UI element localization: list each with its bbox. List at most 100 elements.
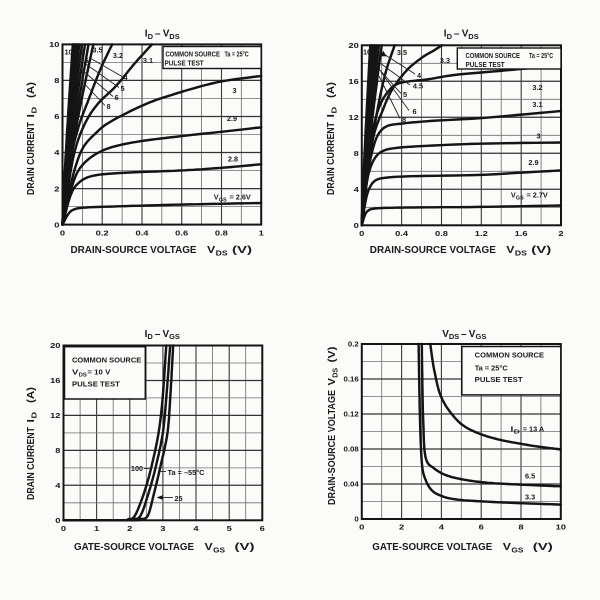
svg-text:(A): (A) (326, 82, 337, 98)
svg-text:PULSE TEST: PULSE TEST (466, 60, 506, 69)
svg-text:3.2: 3.2 (113, 51, 123, 60)
svg-text:4: 4 (193, 524, 199, 533)
svg-text:V: V (327, 378, 338, 386)
svg-text:I: I (26, 114, 37, 118)
svg-text:2: 2 (399, 523, 404, 532)
svg-text:(V): (V) (235, 541, 255, 553)
svg-text:–: – (155, 329, 161, 340)
svg-text:0.2: 0.2 (348, 340, 359, 349)
svg-text:3: 3 (536, 132, 540, 141)
svg-text:GATE-SOURCE VOLTAGE: GATE-SOURCE VOLTAGE (372, 541, 492, 553)
svg-text:(V): (V) (531, 244, 551, 256)
svg-text:10: 10 (556, 523, 566, 532)
svg-text:20: 20 (50, 341, 60, 350)
svg-text:8: 8 (354, 149, 359, 158)
svg-text:0.16: 0.16 (344, 375, 359, 384)
svg-text:4: 4 (417, 71, 422, 80)
svg-text:2: 2 (558, 229, 563, 238)
svg-text:V: V (207, 244, 215, 256)
svg-text:12: 12 (348, 113, 358, 122)
svg-text:V: V (511, 191, 516, 200)
svg-text:100: 100 (131, 464, 143, 473)
svg-text:2: 2 (127, 524, 132, 533)
svg-text:(A): (A) (26, 387, 37, 403)
svg-text:8: 8 (106, 102, 110, 111)
svg-text:GS: GS (169, 332, 180, 341)
svg-text:DS: DS (169, 32, 179, 41)
svg-text:D: D (514, 429, 520, 435)
svg-text:DRAIN CURRENT: DRAIN CURRENT (26, 427, 37, 500)
svg-text:0.04: 0.04 (344, 480, 360, 489)
svg-text:1: 1 (94, 524, 99, 533)
svg-text:V: V (469, 329, 476, 340)
svg-text:PULSE TEST: PULSE TEST (475, 375, 523, 384)
svg-text:I: I (511, 425, 514, 434)
svg-text:I: I (26, 419, 37, 423)
svg-text:8: 8 (518, 523, 523, 532)
svg-text:6: 6 (260, 524, 265, 533)
svg-text:PULSE TEST: PULSE TEST (165, 59, 205, 68)
svg-text:(V): (V) (533, 541, 553, 553)
svg-text:3.5: 3.5 (92, 46, 102, 55)
svg-text:0.8: 0.8 (215, 228, 228, 237)
svg-text:5: 5 (403, 90, 407, 99)
svg-text:DS: DS (216, 248, 228, 257)
svg-text:25: 25 (175, 494, 183, 503)
svg-text:0.4: 0.4 (395, 229, 409, 238)
svg-text:PULSE TEST: PULSE TEST (72, 380, 120, 389)
svg-text:I: I (145, 29, 148, 40)
svg-text:V: V (462, 29, 469, 40)
svg-text:6: 6 (54, 112, 59, 121)
svg-text:COMMON SOURCE: COMMON SOURCE (466, 51, 521, 60)
svg-text:3.5: 3.5 (397, 48, 407, 57)
svg-text:10: 10 (64, 48, 72, 57)
svg-text:(V): (V) (232, 244, 252, 256)
svg-text:10: 10 (49, 40, 59, 49)
svg-text:3.3: 3.3 (440, 56, 450, 65)
svg-text:8: 8 (54, 76, 59, 85)
svg-text:0: 0 (60, 228, 65, 237)
svg-text:GS: GS (516, 195, 524, 201)
svg-text:1.6: 1.6 (515, 229, 528, 238)
svg-text:6: 6 (114, 93, 118, 102)
svg-text:GS: GS (511, 545, 523, 554)
svg-text:0: 0 (61, 524, 66, 533)
svg-text:DS: DS (468, 32, 478, 41)
svg-text:–: – (155, 29, 161, 40)
svg-text:GS: GS (213, 545, 225, 554)
svg-text:16: 16 (50, 376, 60, 385)
svg-text:DS: DS (515, 248, 527, 257)
svg-text:16: 16 (348, 77, 358, 86)
svg-text:V: V (163, 329, 170, 340)
svg-text:DRAIN CURRENT: DRAIN CURRENT (26, 122, 37, 195)
svg-text:Ta = –55°C: Ta = –55°C (168, 468, 206, 477)
svg-text:0.08: 0.08 (344, 445, 359, 454)
svg-text:COMMON SOURCE: COMMON SOURCE (475, 351, 544, 360)
svg-text:GS: GS (219, 197, 227, 203)
svg-text:D: D (148, 32, 154, 41)
svg-text:–: – (454, 29, 460, 40)
svg-text:V: V (506, 244, 514, 256)
svg-text:3.3: 3.3 (525, 493, 535, 502)
svg-text:D: D (329, 106, 338, 113)
svg-text:D: D (29, 411, 38, 418)
svg-text:4.5: 4.5 (413, 82, 423, 91)
svg-text:3.1: 3.1 (532, 100, 542, 109)
svg-text:1.2: 1.2 (475, 229, 488, 238)
svg-text:5: 5 (227, 524, 232, 533)
svg-text:0.2: 0.2 (96, 228, 109, 237)
svg-text:8: 8 (55, 446, 60, 455)
svg-text:DRAIN-SOURCE VOLTAGE: DRAIN-SOURCE VOLTAGE (71, 244, 197, 256)
svg-text:= 13 A: = 13 A (523, 425, 545, 434)
svg-text:20: 20 (348, 41, 358, 50)
svg-text:0.4: 0.4 (136, 228, 150, 237)
svg-text:I: I (145, 329, 148, 340)
svg-text:DS: DS (330, 368, 339, 378)
svg-text:0: 0 (354, 515, 358, 524)
svg-text:DRAIN-SOURCE VOLTAGE: DRAIN-SOURCE VOLTAGE (327, 390, 338, 505)
svg-text:= 10 V: = 10 V (87, 368, 110, 377)
svg-text:Ta = 25°C: Ta = 25°C (529, 51, 554, 60)
svg-text:3: 3 (232, 86, 236, 95)
svg-text:D: D (29, 106, 38, 113)
svg-text:2: 2 (54, 184, 59, 193)
